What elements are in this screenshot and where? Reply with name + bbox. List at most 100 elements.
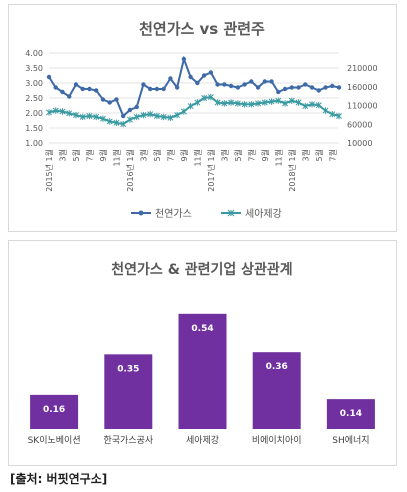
series-line — [48, 96, 340, 126]
data-point — [276, 89, 281, 95]
data-point — [295, 99, 302, 106]
legend-label: 천연가스 — [155, 208, 192, 220]
data-point — [113, 119, 120, 126]
x-tick-label: 3월 — [219, 149, 229, 161]
data-point — [153, 112, 160, 120]
legend-marker — [138, 210, 144, 216]
category-label: 비에이치아이 — [252, 434, 302, 446]
data-point — [141, 82, 146, 87]
y-left-tick-label: 1.50 — [25, 124, 43, 133]
data-point — [73, 82, 79, 87]
data-point — [222, 82, 227, 87]
bar — [30, 394, 79, 429]
data-point — [282, 86, 288, 92]
x-tick-label: 5월 — [233, 149, 243, 161]
data-point — [187, 102, 194, 110]
y-left-tick-label: 4.00 — [25, 49, 43, 58]
data-point — [207, 93, 214, 101]
data-point — [94, 88, 99, 93]
data-point — [79, 113, 86, 121]
y-left-tick-label: 2.00 — [25, 109, 43, 118]
data-point — [329, 111, 336, 118]
data-point — [214, 99, 221, 106]
data-point — [261, 99, 268, 106]
y-left-tick-label: 3.50 — [25, 64, 43, 73]
data-point — [241, 101, 248, 108]
data-point — [323, 85, 328, 90]
data-point — [315, 102, 322, 109]
line-chart: 천연가스 vs 관련주 4.00 3.50 3.00 2.50 2.00 1.50 1.00… — [25, 20, 378, 220]
data-point — [296, 85, 301, 90]
bar-value-label: 0.16 — [43, 405, 65, 415]
data-point — [52, 107, 59, 114]
y-right-tick-label: 210000 — [347, 64, 378, 73]
x-tick-label: 3월 — [138, 149, 148, 161]
data-point — [221, 100, 228, 107]
data-point — [100, 97, 106, 102]
data-point — [93, 113, 100, 121]
y-left-tick-label: 3.00 — [25, 79, 43, 88]
bar — [252, 352, 301, 429]
y-right-tick-label: 160000 — [347, 83, 378, 92]
y-right-tick-label: 110000 — [347, 102, 378, 111]
data-point — [234, 100, 241, 107]
data-point — [154, 86, 160, 92]
data-point — [322, 107, 329, 114]
bar-chart-panel: 천연가스 & 관련기업 상관관계 0.16 0.35 0.54 0.36 0.14 SK… — [8, 240, 397, 466]
data-point — [126, 116, 133, 123]
line-chart-title: 천연가스 vs 관련주 — [139, 20, 265, 38]
data-point — [282, 100, 289, 107]
data-point — [255, 85, 261, 90]
y-left-tick-label: 2.50 — [25, 94, 43, 103]
x-tick-label: 9월 — [179, 149, 189, 161]
data-point — [174, 111, 181, 119]
category-label: 한국가스공사 — [103, 435, 153, 446]
data-point — [316, 88, 321, 93]
x-tick-label: 11월 — [111, 149, 121, 167]
x-tick-label: 7월 — [327, 149, 337, 161]
data-point — [46, 109, 52, 116]
data-point — [309, 85, 315, 90]
data-point — [60, 89, 65, 95]
bar-value-label: 0.35 — [117, 364, 139, 374]
data-point — [53, 85, 58, 90]
data-point — [201, 73, 207, 78]
data-point — [147, 86, 153, 92]
data-point — [242, 82, 247, 87]
data-point — [302, 102, 309, 110]
bar-chart-title: 천연가스 & 관련기업 상관관계 — [111, 261, 292, 278]
data-point — [46, 74, 52, 80]
data-point — [228, 83, 234, 89]
data-point — [107, 100, 112, 105]
data-point — [235, 85, 241, 90]
bar-value-label: 0.54 — [191, 324, 213, 334]
data-point — [336, 85, 342, 90]
data-point — [160, 113, 167, 121]
category-label: 세아제강 — [186, 435, 219, 446]
data-point — [106, 118, 113, 125]
data-point — [255, 100, 262, 107]
x-tick-label: 3월 — [300, 149, 310, 161]
x-tick-label: 5월 — [152, 149, 162, 161]
data-point — [161, 86, 166, 92]
data-point — [181, 56, 187, 62]
data-point — [228, 99, 235, 106]
data-point — [336, 112, 342, 120]
data-point — [194, 99, 201, 106]
data-point — [208, 70, 214, 75]
data-point — [309, 101, 315, 108]
data-point — [67, 94, 72, 99]
data-point — [330, 83, 335, 89]
data-point — [120, 120, 127, 128]
data-point — [127, 107, 133, 113]
x-tick-label: 7월 — [246, 149, 256, 161]
y-right-tick-label: 60000 — [347, 120, 372, 129]
bar — [326, 399, 375, 429]
x-tick-label: 2016년 1월 — [125, 149, 135, 192]
data-point — [268, 98, 275, 105]
data-point — [140, 111, 147, 119]
x-tick-label: 2017년 1월 — [206, 149, 216, 192]
x-tick-label: 2015년 1월 — [44, 149, 54, 192]
data-point — [147, 111, 154, 118]
data-point — [201, 94, 208, 102]
